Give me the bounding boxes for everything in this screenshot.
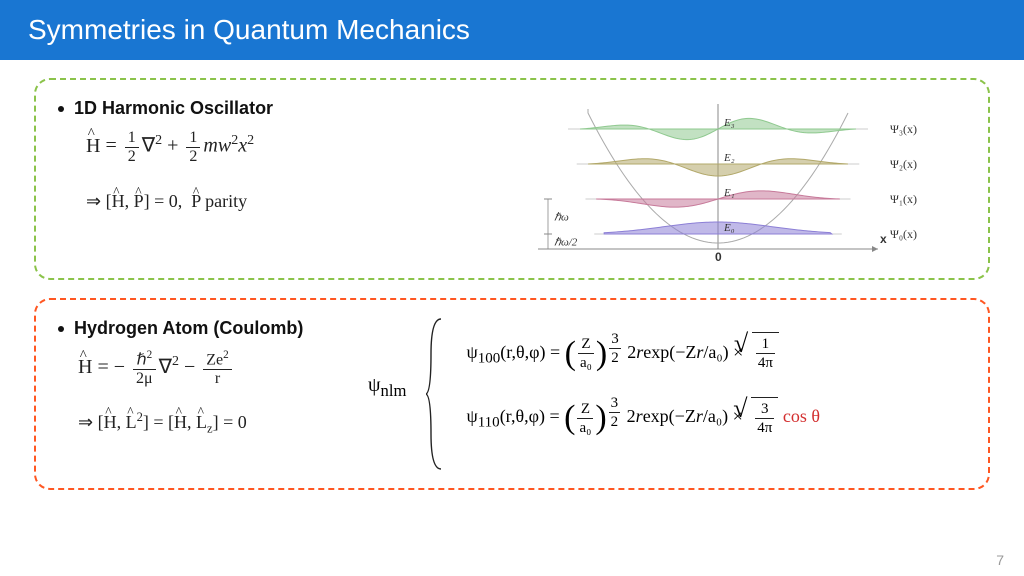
curly-brace bbox=[426, 314, 446, 474]
panel2-commutator: [H, L2] = [H, Lz] = 0 bbox=[78, 410, 338, 437]
wavefunction-psi110: ψ110(r,θ,φ) = (Za₀)32 2rexp(−Zr/a₀) × 34… bbox=[466, 394, 966, 436]
svg-text:x: x bbox=[880, 232, 887, 246]
panel2-heading-text: Hydrogen Atom (Coulomb) bbox=[74, 318, 303, 338]
panel-harmonic-oscillator: 1D Harmonic Oscillator H = 12∇2 + 12mw2x… bbox=[34, 78, 990, 280]
panel2-hamiltonian: H = − ℏ22μ∇2 − Ze2r bbox=[78, 349, 338, 388]
slide-title: Symmetries in Quantum Mechanics bbox=[28, 14, 470, 46]
panel1-hamiltonian: H = 12∇2 + 12mw2x2 bbox=[86, 129, 478, 165]
harmonic-oscillator-chart: E₀ Ψ₀(x) E₁ Ψ₁(x) E₂ Ψ₂(x) E₃ Ψ₃(x) ℏω/2 ℏω 0 x bbox=[498, 94, 966, 264]
panel2-heading: Hydrogen Atom (Coulomb) bbox=[58, 318, 338, 339]
slide-content: 1D Harmonic Oscillator H = 12∇2 + 12mw2x… bbox=[0, 60, 1024, 490]
svg-text:ℏω: ℏω bbox=[554, 212, 569, 224]
psi-nlm-label: ψnlm bbox=[358, 314, 406, 401]
wavefunction-psi100: ψ100(r,θ,φ) = (Za₀)32 2rexp(−Zr/a₀) × 14… bbox=[466, 330, 966, 372]
panel1-heading-text: 1D Harmonic Oscillator bbox=[74, 98, 273, 118]
svg-text:E₀: E₀ bbox=[723, 222, 735, 234]
svg-text:Ψ₃(x): Ψ₃(x) bbox=[890, 122, 917, 136]
ho-wavefunction-svg: E₀ Ψ₀(x) E₁ Ψ₁(x) E₂ Ψ₂(x) E₃ Ψ₃(x) ℏω/2 ℏω 0 x bbox=[498, 94, 938, 264]
svg-text:Ψ₁(x): Ψ₁(x) bbox=[890, 192, 917, 206]
bullet-icon bbox=[58, 106, 64, 112]
panel1-commutator: [H, P] = 0, P parity bbox=[86, 191, 478, 212]
svg-text:ℏω/2: ℏω/2 bbox=[554, 237, 578, 249]
svg-text:E₃: E₃ bbox=[723, 117, 735, 129]
svg-text:Ψ₀(x): Ψ₀(x) bbox=[890, 227, 917, 241]
title-bar: Symmetries in Quantum Mechanics bbox=[0, 0, 1024, 60]
bullet-icon bbox=[58, 326, 64, 332]
svg-text:E₂: E₂ bbox=[723, 152, 735, 164]
page-number: 7 bbox=[996, 552, 1004, 568]
svg-text:0: 0 bbox=[715, 250, 722, 264]
svg-text:E₁: E₁ bbox=[723, 187, 735, 199]
panel1-heading: 1D Harmonic Oscillator bbox=[58, 98, 478, 119]
panel-hydrogen-atom: Hydrogen Atom (Coulomb) H = − ℏ22μ∇2 − Z… bbox=[34, 298, 990, 490]
svg-text:Ψ₂(x): Ψ₂(x) bbox=[890, 157, 917, 171]
